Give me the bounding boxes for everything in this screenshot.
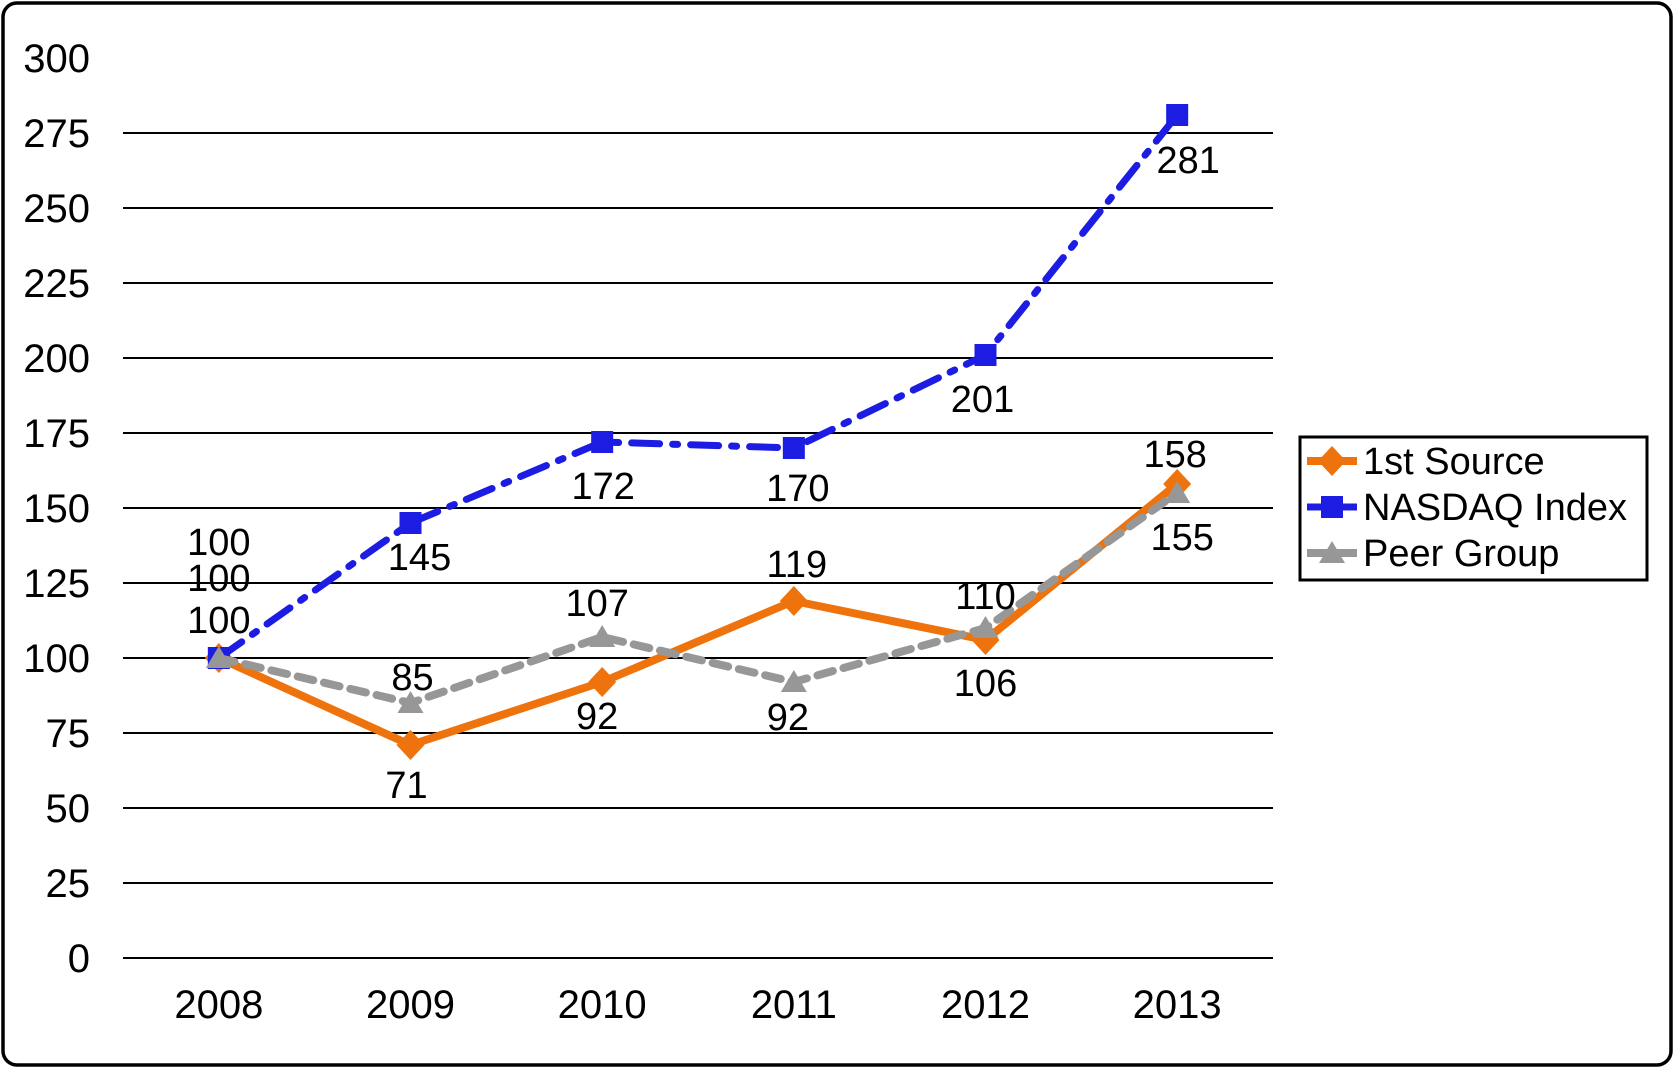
y-tick-label: 250	[23, 187, 90, 231]
y-tick-label: 0	[68, 937, 90, 981]
series-1st-source-diamond-marker	[588, 667, 617, 697]
legend-label-nasdaq-index: NASDAQ Index	[1363, 487, 1627, 529]
data-label: 100	[187, 600, 250, 642]
data-label: 172	[571, 466, 634, 508]
data-label: 119	[767, 544, 828, 586]
y-tick-label: 150	[23, 487, 90, 531]
data-label: 106	[954, 663, 1017, 705]
series-peer-group-triangle-marker	[589, 625, 616, 647]
legend-box	[1298, 435, 1649, 582]
y-tick-label: 175	[23, 412, 90, 456]
series-peer-group-triangle-marker	[1164, 481, 1191, 503]
x-tick-label: 2009	[366, 983, 455, 1027]
series-1st-source-diamond-marker	[779, 586, 808, 616]
data-label: 85	[391, 657, 433, 699]
legend-peer-group-triangle-marker	[1319, 541, 1345, 563]
y-tick-label: 225	[23, 262, 90, 306]
data-label: 110	[955, 576, 1016, 618]
series-nasdaq-index-square-marker	[399, 512, 422, 534]
series-peer-group-triangle-marker	[397, 691, 424, 713]
legend-1st-source-diamond-marker	[1318, 446, 1346, 476]
data-label: 100	[187, 558, 250, 600]
x-tick-label: 2010	[558, 983, 647, 1027]
data-label: 201	[951, 379, 1014, 421]
series-nasdaq-index-square-marker	[1166, 104, 1189, 126]
y-tick-label: 200	[23, 337, 90, 381]
legend-nasdaq-index-square-marker	[1321, 496, 1343, 518]
data-label: 170	[766, 468, 829, 510]
y-tick-label: 50	[46, 787, 91, 831]
data-label: 92	[767, 697, 809, 739]
series-peer-group-triangle-marker	[205, 646, 232, 668]
series-peer-group-triangle-marker	[780, 670, 807, 692]
y-tick-label: 100	[23, 637, 90, 681]
data-label: 281	[1156, 140, 1219, 182]
series-line-peer-group	[214, 489, 1182, 707]
x-tick-label: 2008	[174, 983, 263, 1027]
data-label: 71	[385, 765, 427, 807]
legend-label-1st-source: 1st Source	[1363, 441, 1545, 483]
series-line-nasdaq-index	[215, 111, 1181, 662]
data-label: 145	[388, 537, 451, 579]
data-label: 92	[576, 696, 618, 738]
legend-label-peer-group: Peer Group	[1363, 533, 1559, 575]
data-label: 158	[1143, 434, 1206, 476]
y-tick-label: 125	[23, 562, 90, 606]
y-tick-label: 25	[46, 862, 91, 906]
data-label: 107	[565, 583, 628, 625]
y-tick-label: 275	[23, 112, 90, 156]
series-line-1st-source	[214, 480, 1182, 749]
data-label: 100	[187, 522, 250, 564]
series-1st-source-diamond-marker	[396, 730, 425, 760]
series-nasdaq-index-square-marker	[782, 437, 805, 459]
x-tick-label: 2013	[1133, 983, 1222, 1027]
series-nasdaq-index-square-marker	[974, 344, 997, 366]
data-label: 155	[1150, 517, 1213, 559]
x-tick-label: 2012	[941, 983, 1030, 1027]
y-tick-label: 300	[23, 37, 90, 81]
x-tick-label: 2011	[751, 983, 837, 1027]
series-peer-group-triangle-marker	[972, 616, 999, 638]
series-nasdaq-index-square-marker	[591, 431, 614, 453]
y-tick-label: 75	[46, 712, 91, 756]
